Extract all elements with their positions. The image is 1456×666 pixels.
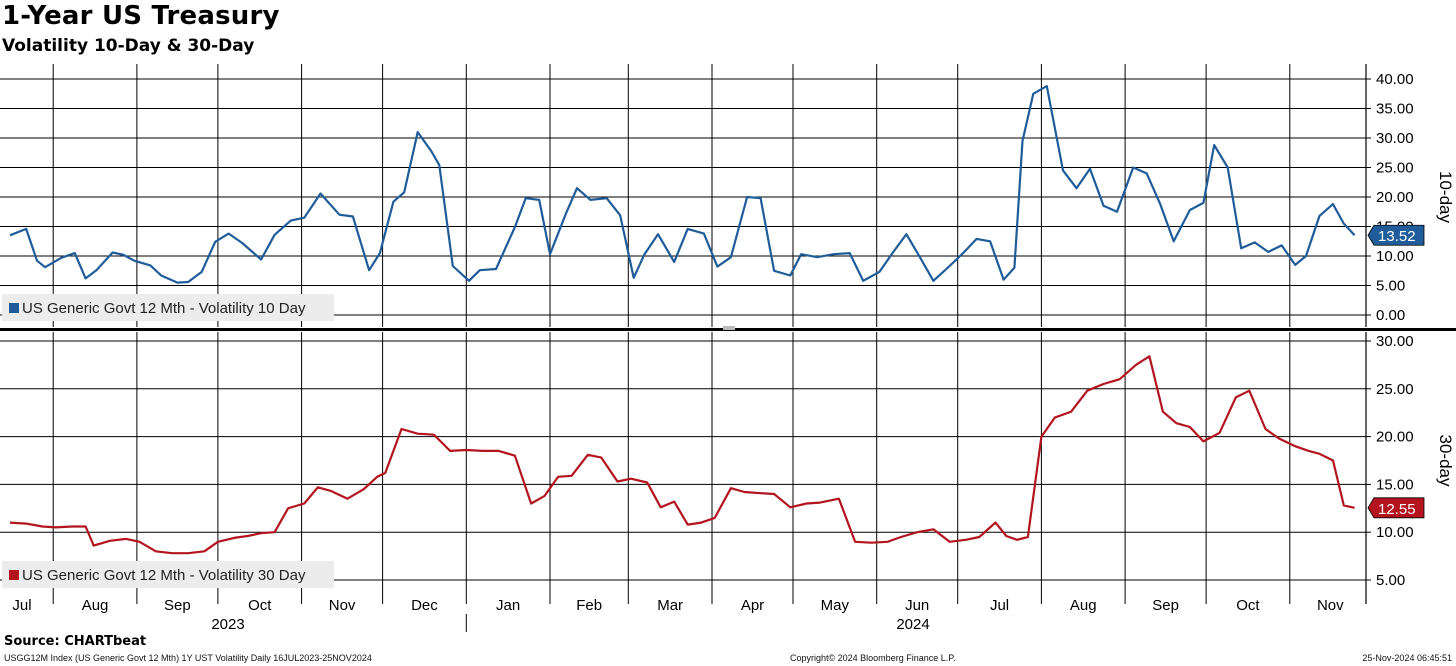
x-month-label: May	[821, 597, 850, 614]
footer-index-description: USGG12M Index (US Generic Govt 12 Mth) 1…	[4, 653, 372, 663]
x-month-label: Jan	[496, 597, 520, 614]
last-value-label: 12.55	[1378, 501, 1416, 518]
y-tick-label: 5.00	[1376, 278, 1405, 295]
x-month-label: Dec	[411, 597, 438, 614]
y-tick-label: 25.00	[1376, 381, 1414, 398]
y-tick-label: 10.00	[1376, 248, 1414, 265]
last-value-label: 13.52	[1378, 228, 1416, 245]
legend-label: US Generic Govt 12 Mth - Volatility 10 D…	[22, 300, 306, 317]
x-month-label: Oct	[248, 597, 272, 614]
legend-swatch	[9, 570, 19, 580]
x-month-label: Jul	[990, 597, 1009, 614]
y-tick-label: 40.00	[1376, 71, 1414, 88]
legend-label: US Generic Govt 12 Mth - Volatility 30 D…	[22, 567, 306, 584]
x-month-label: Feb	[576, 597, 602, 614]
y-tick-label: 5.00	[1376, 572, 1405, 589]
x-month-label: Oct	[1236, 597, 1260, 614]
x-month-label: Nov	[1317, 597, 1344, 614]
y-tick-label: 30.00	[1376, 130, 1414, 147]
y-tick-label: 15.00	[1376, 476, 1414, 493]
x-month-label: Apr	[741, 597, 764, 614]
x-year-label: 2023	[211, 616, 244, 633]
y-axis-label: 10-day	[1436, 171, 1455, 223]
x-month-label: Jul	[12, 597, 31, 614]
y-tick-label: 20.00	[1376, 429, 1414, 446]
panel-resize-handle	[723, 326, 735, 330]
y-tick-label: 20.00	[1376, 189, 1414, 206]
footer-timestamp: 25-Nov-2024 06:45:51	[1362, 653, 1452, 663]
legend-box	[2, 561, 334, 588]
last-value-tag	[1367, 497, 1425, 519]
last-value-tag	[1367, 224, 1425, 246]
y-tick-label: 35.00	[1376, 101, 1414, 118]
y-axis-label: 30-day	[1436, 435, 1455, 487]
y-tick-label: 30.00	[1376, 333, 1414, 350]
x-month-label: Sep	[1152, 597, 1179, 614]
y-tick-label: 25.00	[1376, 160, 1414, 177]
legend-swatch	[9, 303, 19, 313]
chart-subtitle: Volatility 10-Day & 30-Day	[2, 36, 255, 56]
x-year-label: 2024	[896, 616, 929, 633]
source-label: Source: CHARTbeat	[4, 634, 147, 649]
series-line-10-day	[9, 85, 1356, 284]
x-month-label: Nov	[329, 597, 356, 614]
x-month-label: Jun	[905, 597, 929, 614]
x-month-label: Aug	[82, 597, 109, 614]
footer-copyright: Copyright© 2024 Bloomberg Finance L.P.	[790, 653, 956, 663]
series-line-30-day	[9, 355, 1355, 555]
y-tick-label: 0.00	[1376, 307, 1405, 324]
chart-title: 1-Year US Treasury	[2, 1, 280, 31]
x-month-label: Sep	[164, 597, 191, 614]
x-month-label: Mar	[657, 597, 683, 614]
x-month-label: Aug	[1070, 597, 1097, 614]
legend-box	[2, 294, 334, 321]
y-tick-label: 10.00	[1376, 524, 1414, 541]
